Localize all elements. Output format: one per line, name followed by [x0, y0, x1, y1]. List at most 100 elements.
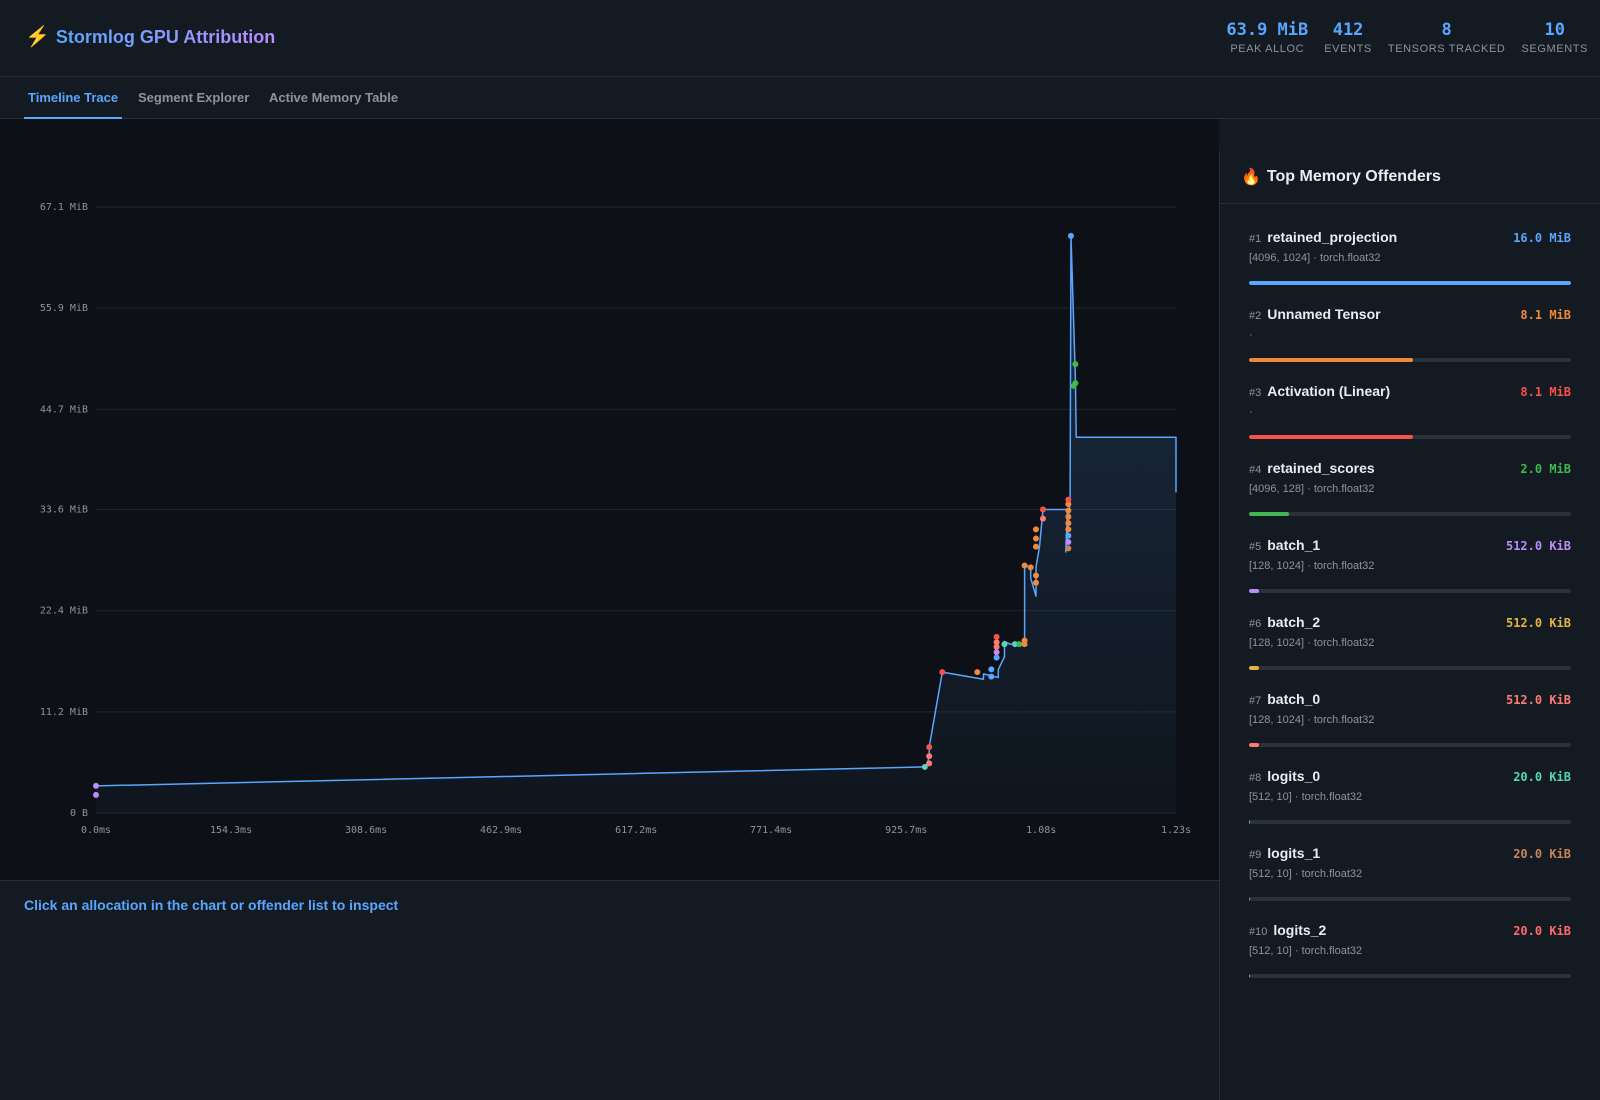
- allocation-point[interactable]: [1032, 535, 1039, 542]
- stat-label: EVENTS: [1324, 43, 1372, 55]
- offender-bar-track: [1249, 358, 1571, 362]
- allocation-point[interactable]: [1039, 506, 1046, 513]
- allocation-point[interactable]: [993, 633, 1000, 640]
- app-title: Stormlog GPU Attribution: [55, 27, 276, 47]
- offender-bar-fill: [1249, 820, 1251, 824]
- allocation-point[interactable]: [993, 649, 1000, 656]
- offender-item[interactable]: #3 Activation (Linear) 8.1 MiB ·: [1249, 383, 1571, 453]
- x-tick-label: 771.4ms: [750, 825, 792, 836]
- allocation-point[interactable]: [1065, 496, 1072, 503]
- offender-item[interactable]: #2 Unnamed Tensor 8.1 MiB ·: [1249, 306, 1571, 376]
- offender-size: 2.0 MiB: [1520, 462, 1571, 476]
- offenders-header: 🔥 Top Memory Offenders: [1220, 151, 1600, 204]
- offender-name: logits_1: [1267, 845, 1321, 861]
- allocation-point[interactable]: [1072, 380, 1079, 387]
- lightning-icon: ⚡: [25, 26, 50, 48]
- allocation-point[interactable]: [926, 744, 933, 751]
- allocation-point[interactable]: [1032, 543, 1039, 550]
- offender-item[interactable]: #4 retained_scores 2.0 MiB [4096, 128] · to…: [1249, 460, 1571, 530]
- offender-item[interactable]: #10 logits_2 20.0 KiB [512, 10] · torch.flo…: [1249, 922, 1571, 992]
- allocation-point[interactable]: [1011, 641, 1018, 648]
- allocation-point[interactable]: [1065, 545, 1072, 552]
- app-logo: ⚡ Stormlog GPU Attribution: [25, 26, 275, 48]
- offender-size: 20.0 KiB: [1513, 847, 1571, 861]
- allocation-point[interactable]: [1072, 361, 1079, 368]
- allocation-point[interactable]: [93, 782, 99, 789]
- allocation-point[interactable]: [988, 673, 995, 680]
- offender-size: 16.0 MiB: [1513, 231, 1571, 245]
- y-tick-label: 55.9 MiB: [40, 303, 88, 314]
- allocation-point[interactable]: [1065, 507, 1072, 514]
- offender-rank: #5: [1249, 541, 1262, 553]
- offender-bar-fill: [1249, 897, 1251, 901]
- tab-segment-explorer[interactable]: Segment Explorer: [138, 90, 250, 105]
- offender-name: logits_0: [1267, 768, 1321, 784]
- allocation-point[interactable]: [1065, 501, 1072, 508]
- allocation-point[interactable]: [993, 654, 1000, 661]
- offender-name: logits_2: [1273, 922, 1327, 938]
- offender-rank: #8: [1249, 772, 1262, 784]
- offender-bar-fill: [1249, 974, 1251, 978]
- y-tick-label: 22.4 MiB: [40, 606, 88, 617]
- offender-name: batch_0: [1267, 691, 1321, 707]
- x-tick-label: 925.7ms: [885, 825, 927, 836]
- allocation-point[interactable]: [93, 791, 99, 798]
- allocation-point[interactable]: [1065, 539, 1072, 546]
- offender-name: retained_scores: [1267, 460, 1375, 476]
- offender-bar-track: [1249, 820, 1571, 824]
- allocation-point[interactable]: [1021, 562, 1028, 569]
- offender-size: 8.1 MiB: [1520, 385, 1571, 399]
- stat-label: PEAK ALLOC: [1230, 43, 1305, 55]
- offender-item[interactable]: #5 batch_1 512.0 KiB [128, 1024] · torch.fl…: [1249, 537, 1571, 607]
- offender-item[interactable]: #8 logits_0 20.0 KiB [512, 10] · torch.floa…: [1249, 768, 1571, 838]
- offender-meta: ·: [1249, 406, 1253, 418]
- allocation-point[interactable]: [1027, 564, 1034, 571]
- allocation-point[interactable]: [1032, 572, 1039, 579]
- stat-segments: 10 SEGMENTS: [1521, 20, 1588, 55]
- allocation-point[interactable]: [1032, 579, 1039, 586]
- allocation-inspector: Click an allocation in the chart or offe…: [0, 880, 1219, 1100]
- offender-size: 512.0 KiB: [1505, 616, 1571, 630]
- stat-label: TENSORS TRACKED: [1387, 43, 1506, 55]
- allocation-point[interactable]: [1021, 637, 1028, 644]
- offender-item[interactable]: #9 logits_1 20.0 KiB [512, 10] · torch.floa…: [1249, 845, 1571, 915]
- offender-bar-track: [1249, 512, 1571, 516]
- tab-timeline-trace[interactable]: Timeline Trace: [23, 77, 123, 119]
- x-tick-label: 0.0ms: [81, 825, 111, 836]
- memory-line: [95, 235, 1177, 787]
- offender-meta: [512, 10] · torch.float32: [1249, 791, 1363, 803]
- allocation-point[interactable]: [926, 753, 933, 760]
- tab-active-memory-table[interactable]: Active Memory Table: [269, 90, 399, 105]
- offender-name: Unnamed Tensor: [1267, 306, 1381, 322]
- offender-item[interactable]: #6 batch_2 512.0 KiB [128, 1024] · torch.fl…: [1249, 614, 1571, 684]
- allocation-point[interactable]: [993, 639, 1000, 646]
- allocation-point[interactable]: [1065, 526, 1072, 533]
- allocation-point[interactable]: [993, 643, 1000, 650]
- offender-bar-fill: [1249, 281, 1571, 285]
- stat-tensors-tracked: 8 TENSORS TRACKED: [1388, 20, 1506, 55]
- allocation-point[interactable]: [988, 666, 995, 673]
- allocation-point[interactable]: [921, 763, 928, 770]
- allocation-point[interactable]: [939, 669, 946, 676]
- allocation-point[interactable]: [1032, 526, 1039, 533]
- allocation-point[interactable]: [1039, 515, 1046, 522]
- memory-area: [96, 235, 1176, 813]
- offender-bar-fill: [1249, 358, 1414, 362]
- allocation-point[interactable]: [1065, 513, 1072, 520]
- offenders-title: Top Memory Offenders: [1266, 168, 1441, 185]
- inspector-hint: Click an allocation in the chart or offe…: [24, 897, 399, 913]
- offender-item[interactable]: #1 retained_projection 16.0 MiB [4096, 1024…: [1249, 229, 1571, 299]
- offender-meta: [512, 10] · torch.float32: [1249, 945, 1363, 957]
- offender-rank: #1: [1249, 233, 1262, 245]
- allocation-point[interactable]: [926, 760, 933, 767]
- offender-rank: #4: [1249, 464, 1262, 476]
- offender-item[interactable]: #7 batch_0 512.0 KiB [128, 1024] · torch.fl…: [1249, 691, 1571, 761]
- allocation-point[interactable]: [1016, 641, 1023, 648]
- allocation-point[interactable]: [1067, 232, 1074, 239]
- allocation-point[interactable]: [1065, 520, 1072, 527]
- offenders-panel: 🔥 Top Memory Offenders #1 retained_projec…: [1219, 151, 1600, 1100]
- offender-rank: #9: [1249, 849, 1262, 861]
- allocation-point[interactable]: [974, 669, 981, 676]
- allocation-point[interactable]: [1001, 641, 1008, 648]
- allocation-point[interactable]: [1065, 532, 1072, 539]
